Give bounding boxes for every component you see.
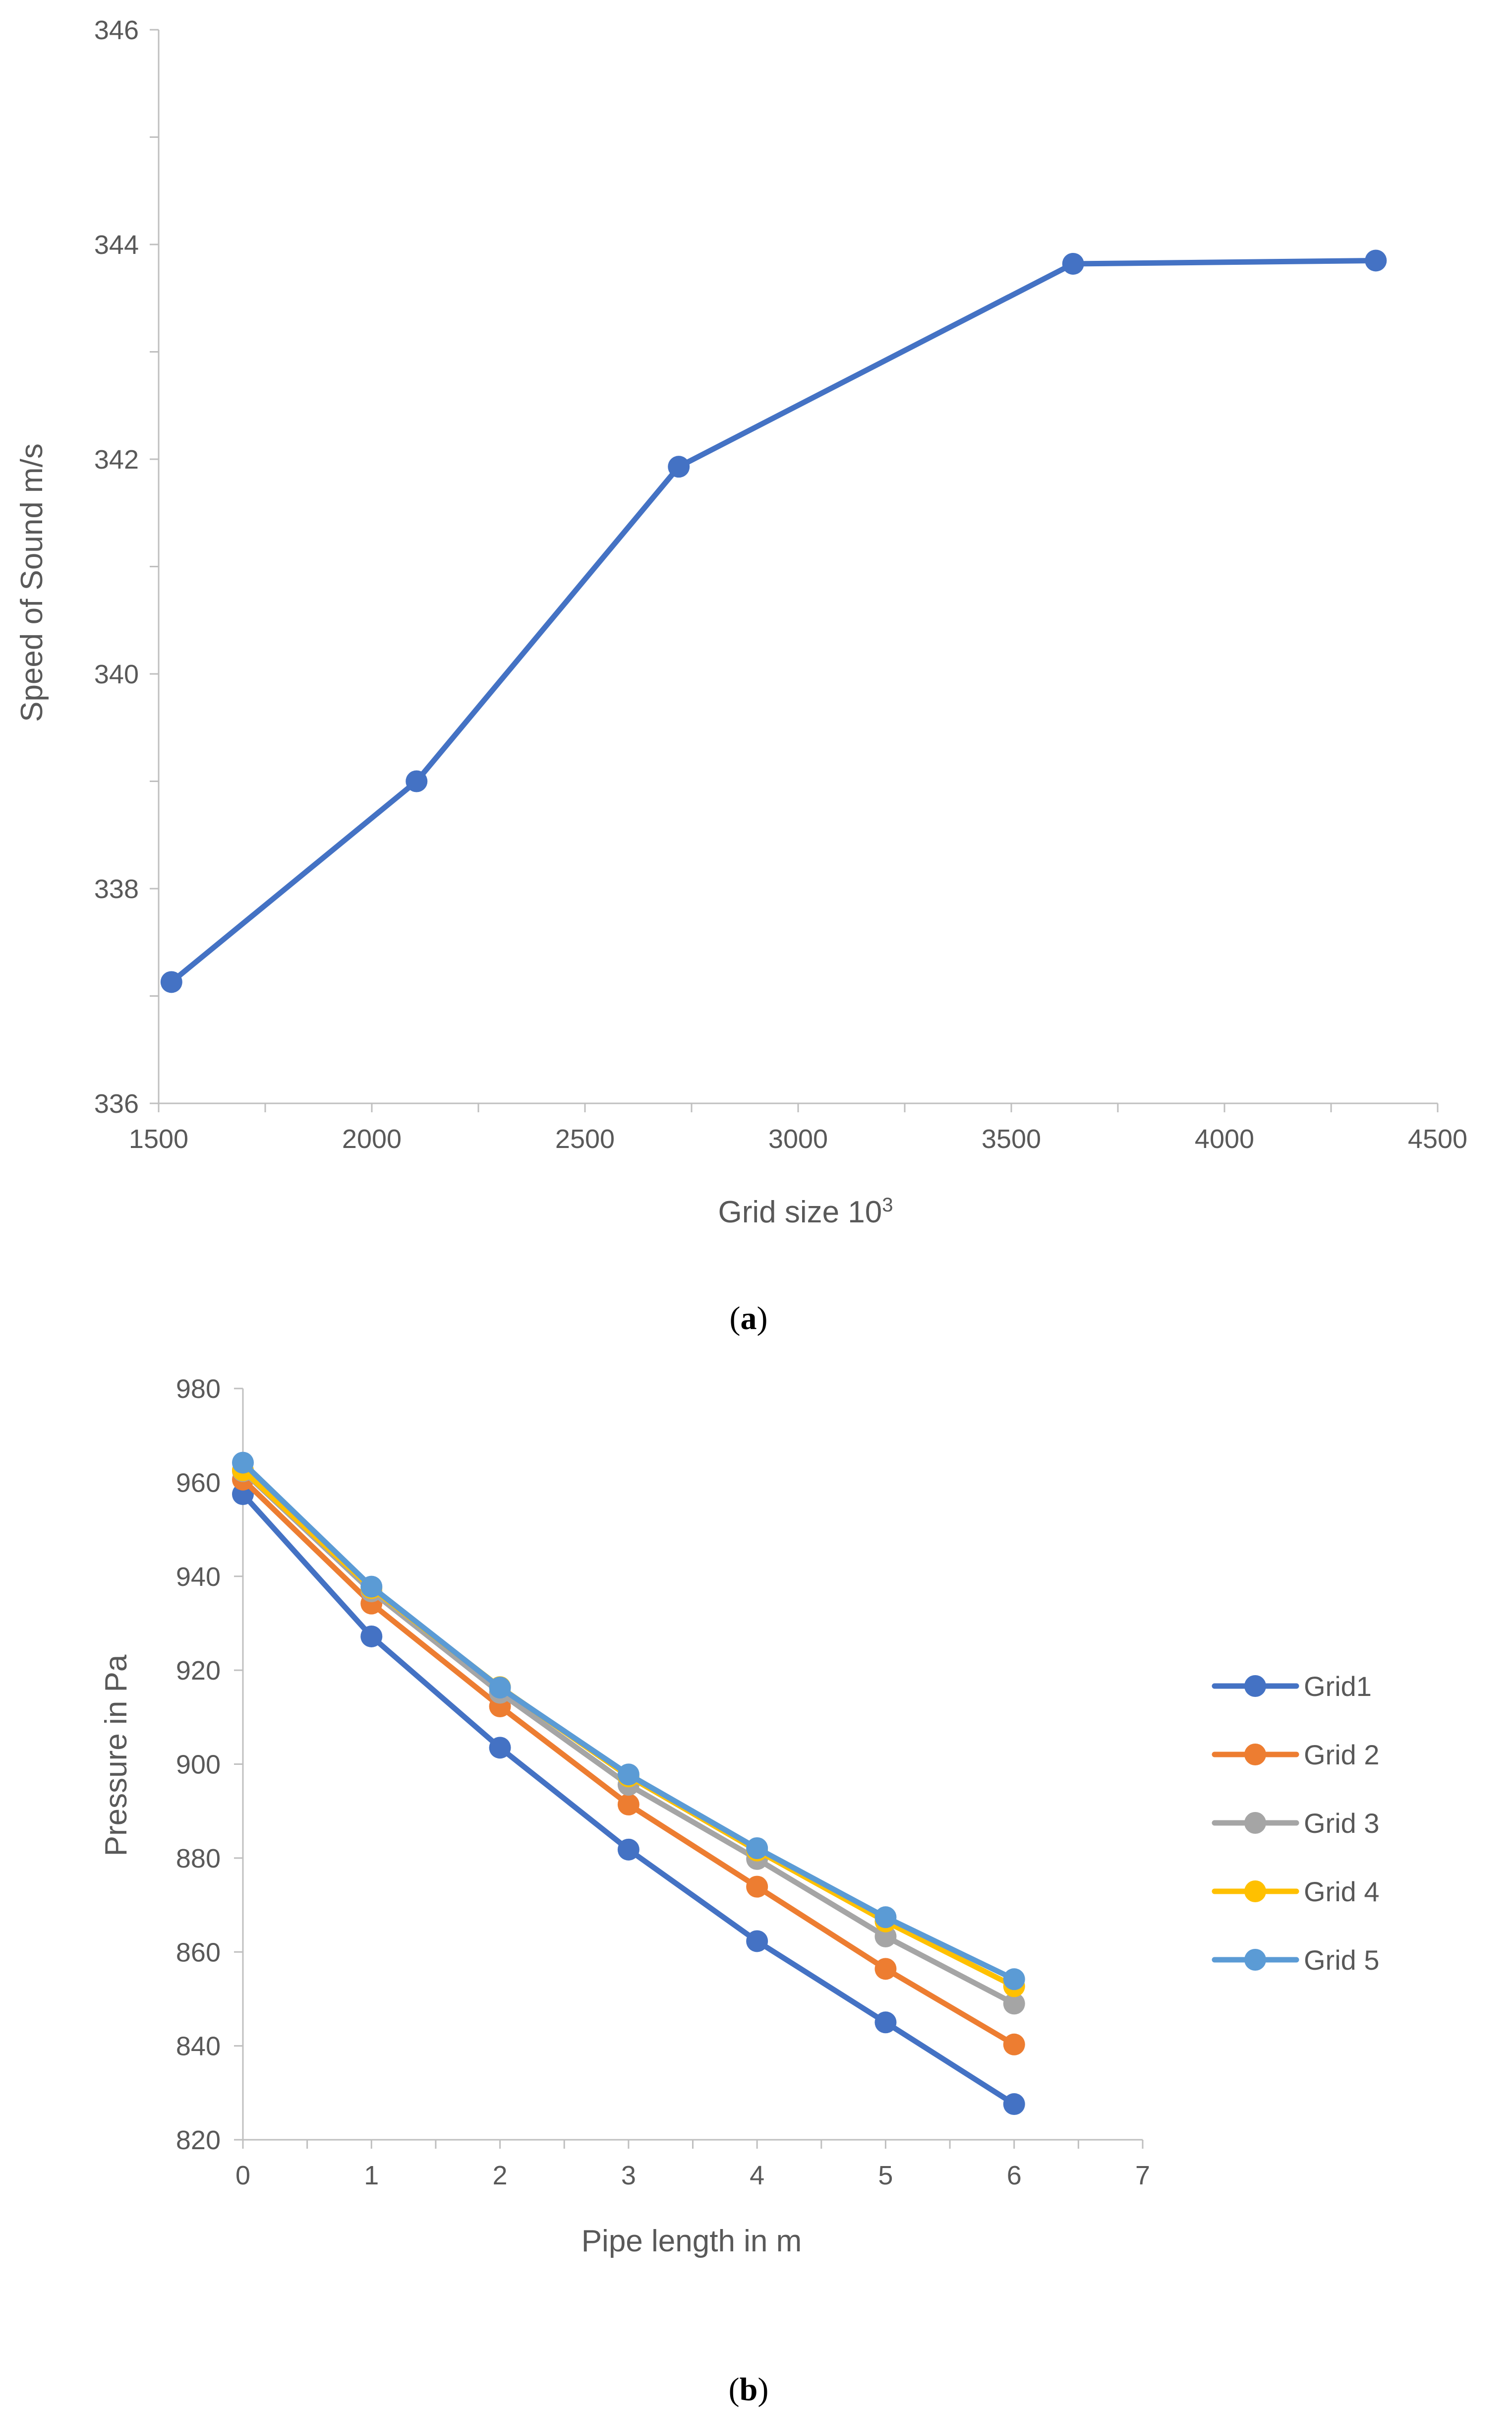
- chart-b-series: [232, 1451, 1025, 2115]
- legend-label: Grid 3: [1304, 1808, 1380, 1839]
- chart-b-point-grid-2: [746, 1875, 768, 1898]
- chart-b-x-tick-label: 4: [750, 2161, 764, 2190]
- chart-a-y-axis-label: Speed of Sound m/s: [15, 443, 49, 722]
- chart-b-caption: (b): [729, 2371, 769, 2408]
- chart-b-tick-labels: 820 840 860 880 900 920 940 960 980 0 1 2 3 4 5 6 7: [176, 1374, 1150, 2190]
- chart-b-y-axis-label: Pressure in Pa: [99, 1654, 133, 1856]
- chart-b-series-grid1: [232, 1483, 1025, 2115]
- chart-a: 336 338 340 342 344 346 1500 2000 2500 3000 3500 40…: [15, 15, 1467, 1336]
- chart-a-y-tick-label: 344: [94, 230, 139, 260]
- chart-a-series: [160, 249, 1387, 993]
- legend-swatch-marker: [1244, 1744, 1266, 1765]
- chart-a-y-tick-label: 336: [94, 1089, 139, 1119]
- chart-b-x-tick-label: 1: [364, 2161, 379, 2190]
- legend-item-grid-3: Grid 3: [1212, 1808, 1380, 1839]
- chart-b-x-tick-label: 6: [1007, 2161, 1022, 2190]
- chart-a-x-tick-label: 2000: [342, 1124, 402, 1154]
- chart-b-y-tick-label: 860: [176, 1937, 221, 1967]
- chart-b-x-tick-label: 0: [235, 2161, 250, 2190]
- chart-b-point-grid1: [360, 1625, 383, 1647]
- chart-a-x-tick-label: 3500: [982, 1124, 1041, 1154]
- chart-b-y-tick-label: 960: [176, 1468, 221, 1498]
- chart-b-x-tick-label: 7: [1135, 2161, 1150, 2190]
- chart-a-x-tick-label: 4500: [1408, 1124, 1467, 1154]
- chart-b-series-grid-2: [232, 1468, 1025, 2055]
- legend-label: Grid 5: [1304, 1944, 1380, 1976]
- chart-a-y-tick-label: 338: [94, 874, 139, 904]
- chart-b-line-grid-5: [240, 1460, 1017, 1982]
- chart-b-point-grid-2: [874, 1958, 897, 1980]
- legend-item-grid1: Grid1: [1212, 1671, 1372, 1702]
- chart-b-axes: [234, 1388, 1144, 2149]
- chart-b-point-grid-5: [489, 1677, 511, 1699]
- legend-label: Grid1: [1304, 1671, 1372, 1702]
- chart-b-point-grid1: [1003, 2093, 1025, 2115]
- legend-swatch-marker: [1244, 1675, 1266, 1697]
- legend-label: Grid 4: [1304, 1876, 1380, 1907]
- chart-b-y-tick-label: 980: [176, 1374, 221, 1404]
- chart-b-series-grid-4: [232, 1459, 1025, 1997]
- chart-a-y-tick-label: 340: [94, 660, 139, 689]
- chart-a-point-speed-of-sound: [1365, 249, 1387, 272]
- chart-b-point-grid-5: [874, 1906, 897, 1929]
- chart-b-x-tick-label: 5: [878, 2161, 893, 2190]
- chart-a-line-speed-of-sound: [169, 258, 1379, 985]
- chart-b-point-grid-2: [617, 1793, 640, 1815]
- chart-b-point-grid-5: [360, 1575, 383, 1598]
- chart-b-point-grid1: [874, 2011, 897, 2034]
- chart-b-point-grid-3: [1003, 1992, 1025, 2015]
- chart-b-point-grid-2: [1003, 2033, 1025, 2055]
- chart-b: 820 840 860 880 900 920 940 960 980 0 1 2 3 4 5 6 7 Grid…: [99, 1374, 1380, 2408]
- chart-b-line-grid-2: [240, 1477, 1017, 2048]
- chart-a-x-axis-label: Grid size 103: [718, 1194, 893, 1229]
- chart-b-x-tick-label: 2: [493, 2161, 508, 2190]
- chart-a-point-speed-of-sound: [668, 456, 690, 478]
- chart-b-y-tick-label: 940: [176, 1562, 221, 1592]
- chart-a-y-tick-label: 346: [94, 15, 139, 45]
- chart-b-legend: Grid1 Grid 2 Grid 3 Grid 4 Grid 5: [1212, 1671, 1380, 1976]
- chart-a-point-speed-of-sound: [1062, 252, 1084, 275]
- chart-b-point-grid1: [746, 1930, 768, 1952]
- legend-swatch-marker: [1244, 1812, 1266, 1834]
- chart-b-point-grid1: [617, 1838, 640, 1861]
- legend-swatch-marker: [1244, 1949, 1266, 1971]
- legend-item-grid-2: Grid 2: [1212, 1739, 1380, 1770]
- chart-a-x-tick-label: 2500: [555, 1124, 615, 1154]
- chart-a-x-tick-label: 4000: [1195, 1124, 1254, 1154]
- chart-a-series-speed-of-sound: [160, 249, 1387, 993]
- chart-a-x-tick-label: 1500: [129, 1124, 188, 1154]
- chart-b-point-grid-5: [617, 1763, 640, 1786]
- legend-label: Grid 2: [1304, 1739, 1380, 1770]
- chart-a-tick-labels: 336 338 340 342 344 346 1500 2000 2500 3000 3500 40…: [94, 15, 1467, 1154]
- chart-a-x-tick-label: 3000: [768, 1124, 828, 1154]
- chart-b-point-grid-3: [874, 1926, 897, 1948]
- chart-b-y-tick-label: 820: [176, 2125, 221, 2155]
- chart-b-point-grid-5: [746, 1837, 768, 1859]
- chart-a-axes: [150, 29, 1439, 1112]
- chart-b-x-axis-label: Pipe length in m: [582, 2224, 802, 2258]
- chart-b-y-tick-label: 920: [176, 1656, 221, 1686]
- chart-b-y-tick-label: 900: [176, 1750, 221, 1780]
- chart-b-x-tick-label: 3: [621, 2161, 636, 2190]
- chart-b-series-grid-5: [232, 1451, 1025, 1991]
- chart-b-point-grid-5: [232, 1451, 254, 1474]
- chart-a-y-tick-label: 342: [94, 445, 139, 475]
- chart-b-point-grid1: [489, 1737, 511, 1759]
- chart-b-point-grid-5: [1003, 1968, 1025, 1991]
- chart-b-line-grid-4: [240, 1467, 1017, 1989]
- legend-swatch-marker: [1244, 1880, 1266, 1902]
- chart-b-y-tick-label: 880: [176, 1844, 221, 1873]
- legend-item-grid-5: Grid 5: [1212, 1944, 1380, 1976]
- chart-a-point-speed-of-sound: [160, 971, 182, 993]
- chart-a-caption: (a): [730, 1300, 768, 1336]
- legend-item-grid-4: Grid 4: [1212, 1876, 1380, 1907]
- chart-a-point-speed-of-sound: [406, 770, 428, 792]
- chart-b-y-tick-label: 840: [176, 2032, 221, 2061]
